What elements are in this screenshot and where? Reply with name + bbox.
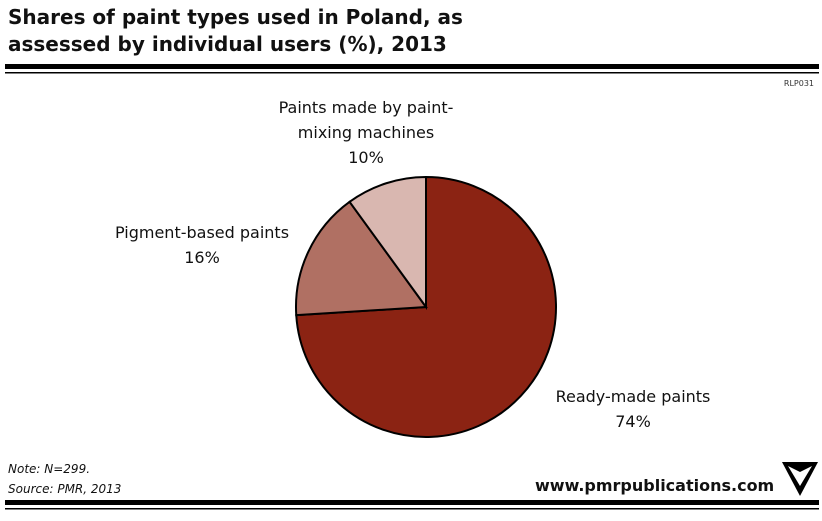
slice-label: Paints made by paint-mixing machines 10%	[266, 95, 466, 170]
pie	[295, 175, 557, 438]
value-label: 16%	[184, 248, 220, 267]
website: www.pmrpublications.com	[535, 476, 775, 495]
slice-label: Pigment-based paints 16%	[102, 220, 302, 270]
category-label: Paints made by paint-mixing machines	[278, 98, 454, 142]
note: Note: N=299.	[8, 462, 91, 476]
report-code: RLP031	[783, 79, 814, 88]
chart-title: Shares of paint types used in Poland, as…	[8, 5, 463, 56]
title-rule-thin	[5, 72, 819, 74]
footer-rule-thin	[5, 508, 819, 510]
value-label: 74%	[615, 412, 651, 431]
footer-rule	[5, 500, 819, 505]
source: Source: PMR, 2013	[8, 482, 122, 496]
slice-label: Ready-made paints 74%	[533, 384, 733, 434]
value-label: 10%	[348, 148, 384, 167]
pie-slice	[348, 175, 427, 311]
category-label: Pigment-based paints	[114, 223, 290, 242]
logo	[782, 462, 818, 496]
category-label: Ready-made paints	[555, 387, 711, 406]
pie-slice	[295, 200, 428, 317]
title-rule	[5, 64, 819, 69]
